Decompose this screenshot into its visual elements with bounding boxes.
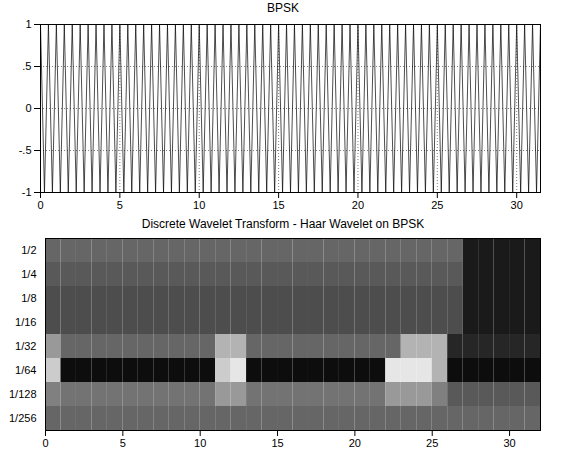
svg-text:0: 0: [42, 437, 48, 449]
html-text:Discrete Wavelet Transform - H: Discrete Wavelet Transform - Haar Wavele…: [141, 217, 425, 231]
svg-text:20: 20: [349, 437, 361, 449]
svg-text:1/4: 1/4: [21, 268, 36, 280]
svg-text:5: 5: [117, 199, 123, 211]
svg-text:-.5: -.5: [19, 144, 32, 156]
svg-text:0: 0: [37, 199, 43, 211]
svg-text:0: 0: [25, 102, 31, 114]
svg-text:30: 30: [503, 437, 515, 449]
svg-text:5: 5: [120, 437, 126, 449]
svg-text:20: 20: [352, 199, 364, 211]
svg-text:1/16: 1/16: [15, 316, 36, 328]
svg-text:1/2: 1/2: [21, 244, 36, 256]
svg-text:1/8: 1/8: [21, 292, 36, 304]
svg-text:25: 25: [426, 437, 438, 449]
svg-text:1/32: 1/32: [15, 340, 36, 352]
svg-text:10: 10: [193, 199, 205, 211]
svg-text:25: 25: [431, 199, 443, 211]
html-text:BPSK: BPSK: [267, 1, 299, 15]
svg-text:1/64: 1/64: [15, 364, 36, 376]
svg-text:1/128: 1/128: [9, 388, 37, 400]
svg-text:15: 15: [271, 437, 283, 449]
svg-text:-1: -1: [22, 186, 32, 198]
svg-text:.5: .5: [22, 60, 31, 72]
svg-text:30: 30: [511, 199, 523, 211]
svg-text:10: 10: [194, 437, 206, 449]
svg-text:1: 1: [25, 18, 31, 30]
svg-text:1/256: 1/256: [9, 412, 37, 424]
svg-text:15: 15: [272, 199, 284, 211]
